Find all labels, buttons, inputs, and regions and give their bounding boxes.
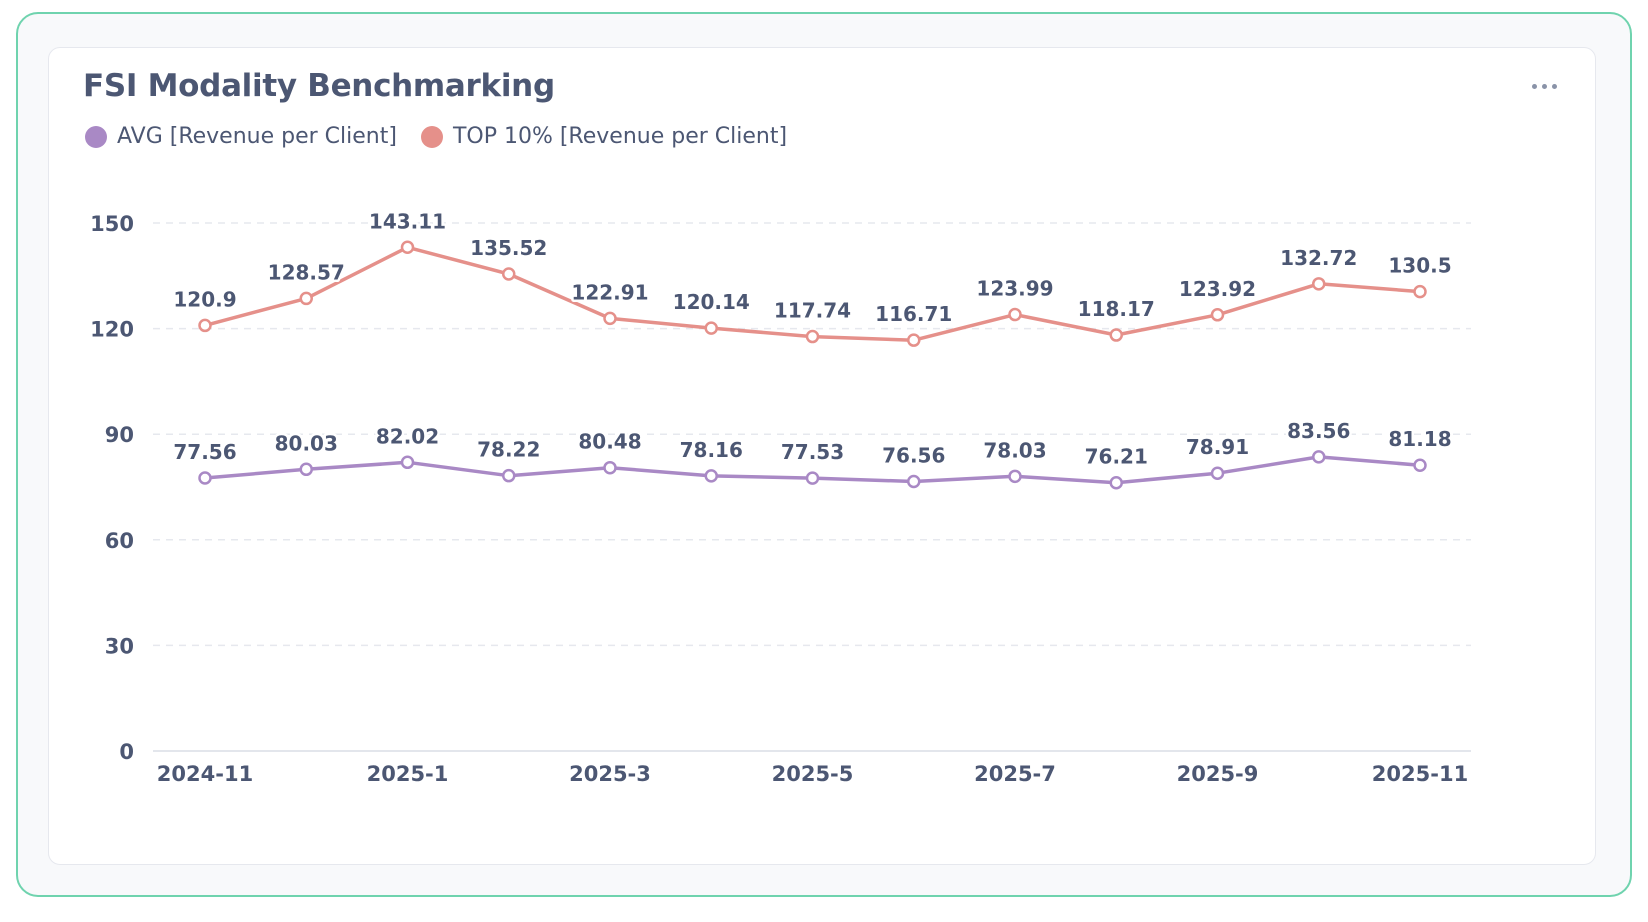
data-point-avg [603, 460, 617, 475]
legend-label-top10: TOP 10% [Revenue per Client] [452, 124, 788, 149]
data-point-top10 [198, 318, 212, 333]
legend-item-top10[interactable]: TOP 10% [Revenue per Client] [420, 124, 788, 149]
data-label-top10: 135.52 [470, 236, 547, 260]
data-label-avg: 78.91 [1186, 435, 1249, 459]
data-point-top10 [400, 240, 415, 255]
data-point-top10 [1413, 284, 1427, 299]
line-chart: 0 30 60 90 120 150 2024-11 2025-1 2025-3 2025-5 20… [90, 207, 1471, 786]
data-point-top10 [704, 321, 718, 335]
x-tick-label: 2025-3 [569, 762, 651, 786]
card-title: FSI Modality Benchmarking [83, 68, 555, 104]
legend-dot-top10 [420, 125, 443, 148]
data-label-avg: 80.03 [275, 431, 338, 455]
data-label-top10: 132.72 [1280, 246, 1357, 270]
data-point-top10 [603, 311, 617, 326]
data-point-top10 [1008, 307, 1022, 322]
data-label-top10: 120.14 [673, 290, 750, 314]
y-tick-label: 30 [105, 634, 134, 658]
data-label-top10: 143.11 [369, 209, 446, 233]
chart-card: FSI Modality Benchmarking AVG [Revenue p… [48, 47, 1596, 865]
data-label-avg: 77.53 [781, 440, 844, 464]
data-point-avg [907, 474, 921, 489]
data-label-top10: 120.9 [173, 287, 236, 311]
data-label-avg: 76.21 [1085, 445, 1148, 469]
x-tick-label: 2025-11 [1372, 762, 1468, 786]
x-tick-label: 2025-5 [772, 762, 854, 786]
data-point-top10 [1109, 328, 1123, 342]
data-label-top10: 116.71 [875, 302, 952, 326]
data-point-top10 [1312, 277, 1326, 291]
data-label-top10: 117.74 [774, 299, 851, 323]
data-point-avg [1413, 458, 1427, 472]
legend-item-avg[interactable]: AVG [Revenue per Client] [85, 124, 397, 149]
more-dot [1532, 84, 1537, 89]
data-label-avg: 77.56 [173, 440, 236, 464]
data-point-top10 [907, 333, 921, 347]
y-tick-label: 0 [119, 740, 134, 764]
data-label-avg: 76.56 [882, 444, 945, 468]
data-point-top10 [502, 267, 516, 281]
data-point-avg [198, 471, 212, 485]
data-point-top10 [299, 291, 313, 306]
legend-dot-avg [85, 125, 107, 148]
data-label-avg: 82.02 [376, 424, 439, 448]
y-tick-label: 60 [105, 529, 134, 553]
data-point-avg [400, 455, 415, 470]
data-label-top10: 128.57 [268, 260, 345, 284]
chart-legend: AVG [Revenue per Client] TOP 10% [Revenu… [85, 124, 787, 149]
data-point-avg [299, 462, 313, 477]
more-dot [1542, 84, 1547, 89]
x-tick-label: 2025-9 [1177, 762, 1259, 786]
data-label-top10: 122.91 [571, 280, 648, 304]
data-label-top10: 123.92 [1179, 277, 1256, 301]
dashboard-frame: FSI Modality Benchmarking AVG [Revenue p… [16, 12, 1632, 897]
more-options-icon[interactable] [1530, 78, 1559, 95]
data-label-avg: 78.03 [983, 438, 1046, 462]
x-tick-label: 2025-7 [974, 762, 1056, 786]
data-label-top10: 130.5 [1388, 254, 1451, 278]
y-tick-label: 150 [90, 212, 134, 236]
x-tick-label: 2024-11 [157, 762, 253, 786]
data-label-avg: 80.48 [578, 430, 641, 454]
x-tick-label: 2025-1 [367, 762, 449, 786]
data-point-avg [704, 469, 718, 483]
data-point-avg [1312, 450, 1326, 464]
y-tick-label: 90 [105, 423, 134, 447]
data-label-top10: 118.17 [1078, 297, 1155, 321]
data-point-avg [1210, 466, 1225, 480]
data-label-avg: 78.16 [680, 438, 743, 462]
data-label-top10: 123.99 [976, 277, 1053, 301]
data-point-avg [502, 468, 516, 483]
data-point-avg [805, 471, 820, 485]
data-point-avg [1008, 469, 1022, 484]
data-point-avg [1109, 475, 1123, 490]
data-point-top10 [1210, 308, 1225, 322]
data-label-avg: 78.22 [477, 438, 540, 462]
data-point-top10 [805, 329, 820, 344]
more-dot [1552, 84, 1557, 89]
y-tick-label: 120 [90, 318, 134, 342]
data-label-avg: 81.18 [1388, 427, 1451, 451]
data-label-avg: 83.56 [1287, 419, 1350, 443]
legend-label-avg: AVG [Revenue per Client] [117, 124, 397, 149]
